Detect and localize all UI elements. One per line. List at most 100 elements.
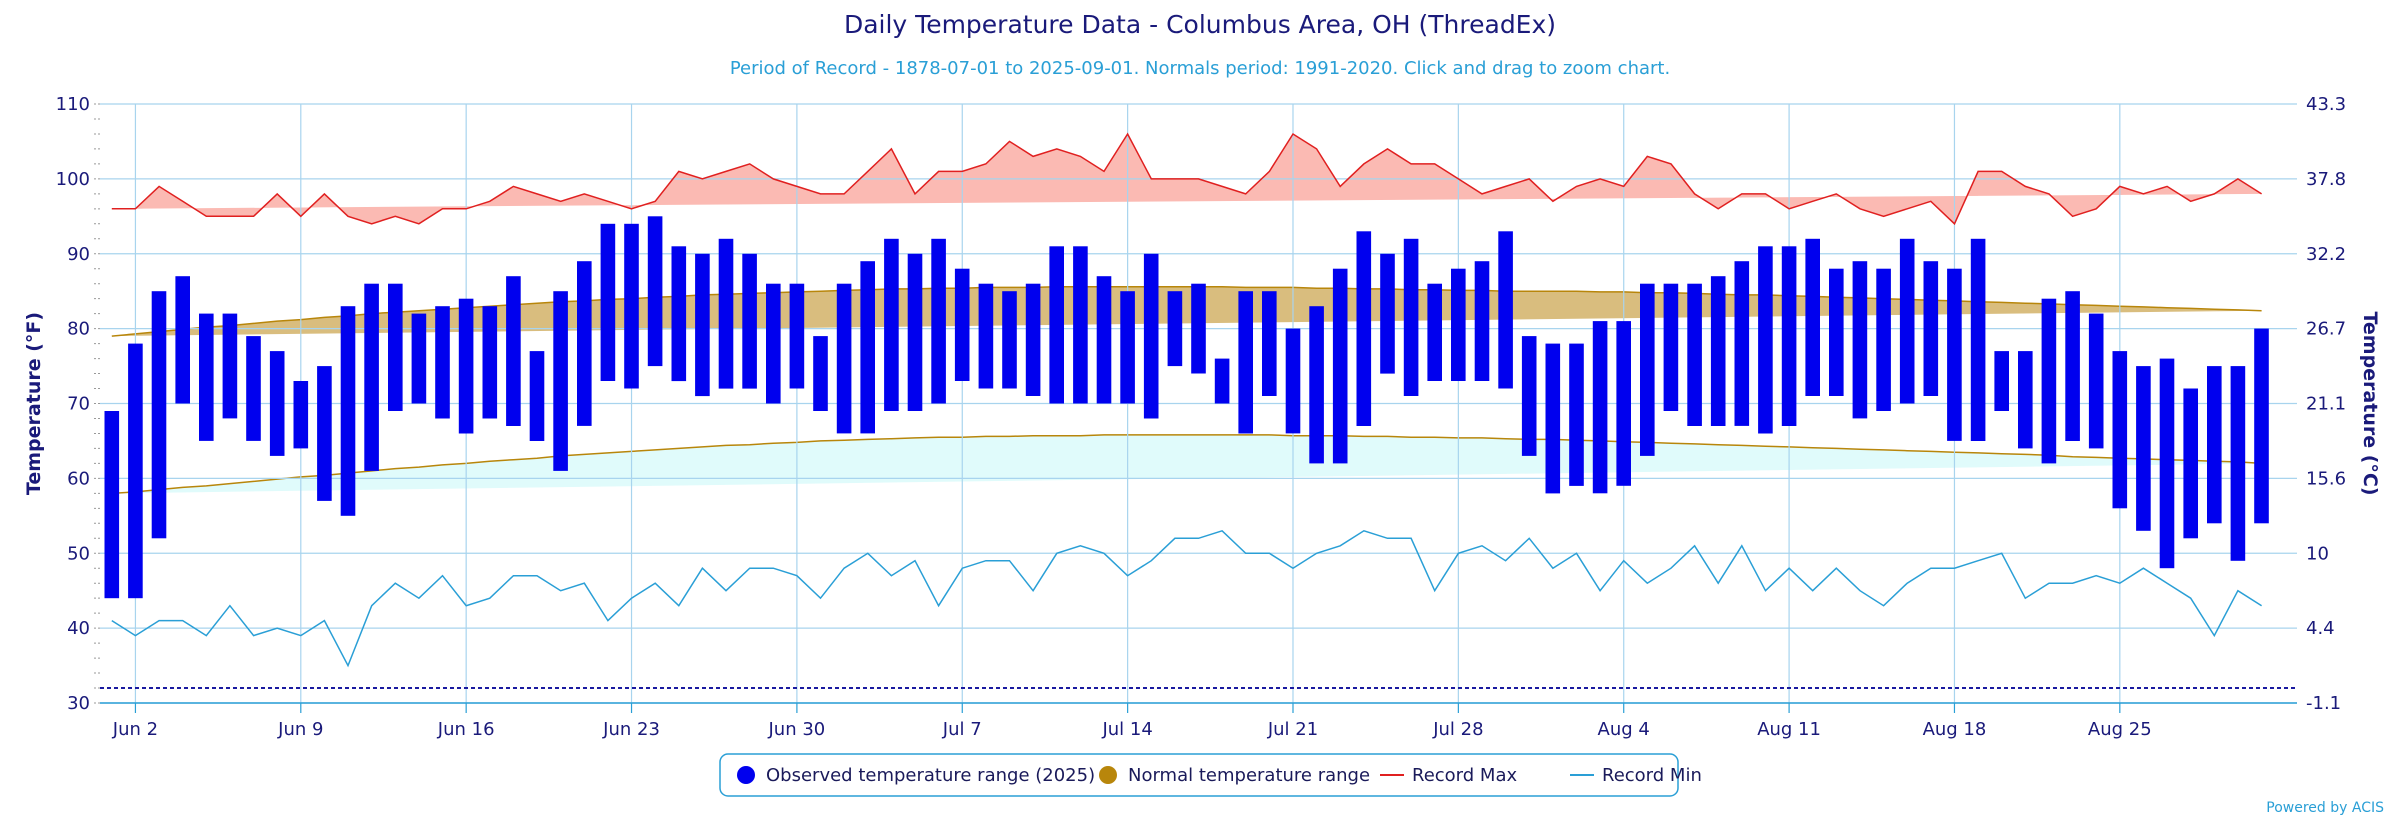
- observed-bar[interactable]: [1285, 328, 1301, 434]
- observed-bar[interactable]: [246, 336, 261, 441]
- observed-bar[interactable]: [1191, 283, 1206, 374]
- observed-bar[interactable]: [2041, 298, 2057, 464]
- observed-bar[interactable]: [1852, 261, 1868, 419]
- observed-bar[interactable]: [269, 351, 285, 456]
- legend-item[interactable]: Record Max: [1380, 765, 1517, 786]
- observed-bar[interactable]: [1096, 276, 1112, 404]
- observed-bar[interactable]: [1451, 268, 1466, 381]
- observed-bar[interactable]: [2112, 351, 2128, 509]
- observed-bar[interactable]: [388, 283, 403, 411]
- observed-bar[interactable]: [1758, 246, 1773, 434]
- observed-bar[interactable]: [128, 343, 143, 599]
- observed-bar[interactable]: [2065, 291, 2080, 441]
- observed-bar[interactable]: [1923, 261, 1939, 396]
- legend-item[interactable]: Record Min: [1570, 765, 1702, 786]
- observed-bar[interactable]: [1332, 268, 1348, 464]
- observed-bar[interactable]: [1970, 238, 1986, 441]
- observed-bar[interactable]: [411, 313, 427, 404]
- observed-bar[interactable]: [458, 298, 474, 434]
- observed-bar[interactable]: [2183, 388, 2198, 539]
- observed-bar[interactable]: [718, 238, 734, 389]
- observed-bars[interactable]: [104, 216, 2269, 599]
- observed-bar[interactable]: [789, 283, 805, 389]
- observed-bar[interactable]: [2230, 366, 2246, 561]
- observed-bar[interactable]: [600, 223, 616, 381]
- observed-bar[interactable]: [104, 411, 120, 599]
- observed-bar[interactable]: [340, 306, 356, 516]
- observed-bar[interactable]: [1710, 276, 1726, 426]
- observed-bar[interactable]: [766, 283, 781, 404]
- observed-bar[interactable]: [1781, 246, 1797, 426]
- observed-bar[interactable]: [742, 253, 757, 389]
- legend-item[interactable]: Normal temperature range: [1099, 765, 1370, 786]
- observed-bar[interactable]: [1309, 306, 1324, 464]
- observed-bar[interactable]: [836, 283, 852, 434]
- observed-bar[interactable]: [2136, 366, 2151, 531]
- observed-bar[interactable]: [954, 268, 970, 381]
- observed-bar[interactable]: [1592, 321, 1608, 494]
- observed-bar[interactable]: [1356, 231, 1372, 426]
- observed-bar[interactable]: [2207, 366, 2222, 524]
- observed-bar[interactable]: [1262, 291, 1277, 396]
- observed-bar[interactable]: [506, 276, 521, 426]
- observed-bar[interactable]: [1876, 268, 1891, 411]
- observed-bar[interactable]: [695, 253, 710, 397]
- observed-bar[interactable]: [1640, 283, 1655, 456]
- legend[interactable]: Observed temperature range (2025) Normal …: [719, 753, 1702, 797]
- credits-link[interactable]: Powered by ACIS: [2266, 800, 2384, 816]
- observed-bar[interactable]: [577, 261, 592, 426]
- observed-bar[interactable]: [884, 238, 899, 411]
- observed-bar[interactable]: [2159, 358, 2175, 569]
- observed-bar[interactable]: [978, 283, 994, 389]
- observed-bar[interactable]: [1073, 246, 1088, 404]
- observed-bar[interactable]: [1380, 253, 1395, 374]
- observed-bar[interactable]: [364, 283, 379, 471]
- observed-bar[interactable]: [2018, 351, 2033, 449]
- observed-bar[interactable]: [1025, 283, 1041, 396]
- observed-bar[interactable]: [907, 253, 923, 411]
- observed-bar[interactable]: [199, 313, 214, 441]
- observed-bar[interactable]: [1663, 283, 1679, 411]
- observed-bar[interactable]: [813, 336, 828, 411]
- observed-bar[interactable]: [1002, 291, 1017, 389]
- observed-bar[interactable]: [1734, 261, 1750, 426]
- observed-bar[interactable]: [293, 381, 309, 449]
- observed-bar[interactable]: [1805, 238, 1820, 396]
- observed-bar[interactable]: [1403, 238, 1419, 396]
- observed-bar[interactable]: [482, 306, 498, 419]
- observed-bar[interactable]: [1427, 283, 1442, 381]
- observed-bar[interactable]: [1498, 231, 1513, 389]
- observed-bar[interactable]: [1947, 268, 1962, 441]
- record-min-line[interactable]: [111, 529, 2263, 668]
- observed-bar[interactable]: [647, 216, 663, 367]
- observed-bar[interactable]: [1569, 343, 1584, 486]
- observed-bar[interactable]: [2088, 313, 2104, 449]
- observed-bar[interactable]: [2254, 328, 2269, 524]
- observed-bar[interactable]: [1474, 261, 1490, 381]
- observed-bar[interactable]: [1167, 291, 1183, 367]
- observed-bar[interactable]: [1829, 268, 1844, 396]
- observed-bar[interactable]: [1545, 343, 1561, 494]
- observed-bar[interactable]: [175, 276, 190, 404]
- observed-bar[interactable]: [151, 291, 167, 539]
- observed-bar[interactable]: [931, 238, 946, 404]
- legend-item[interactable]: Observed temperature range (2025): [737, 765, 1095, 786]
- observed-bar[interactable]: [529, 351, 545, 441]
- observed-bar[interactable]: [1143, 253, 1159, 419]
- observed-bar[interactable]: [435, 306, 450, 419]
- observed-bar[interactable]: [317, 366, 332, 501]
- observed-bar[interactable]: [1616, 321, 1631, 486]
- observed-bar[interactable]: [671, 246, 687, 382]
- record-max-line[interactable]: [111, 132, 2263, 226]
- observed-bar[interactable]: [1238, 291, 1253, 434]
- observed-bar[interactable]: [1214, 358, 1230, 404]
- observed-bar[interactable]: [1899, 238, 1915, 404]
- observed-bar[interactable]: [1687, 283, 1702, 426]
- observed-bar[interactable]: [1994, 351, 2009, 411]
- observed-bar[interactable]: [860, 261, 875, 434]
- observed-bar[interactable]: [1521, 336, 1537, 456]
- observed-bar[interactable]: [624, 223, 639, 389]
- observed-bar[interactable]: [553, 291, 568, 471]
- observed-bar[interactable]: [1120, 291, 1135, 404]
